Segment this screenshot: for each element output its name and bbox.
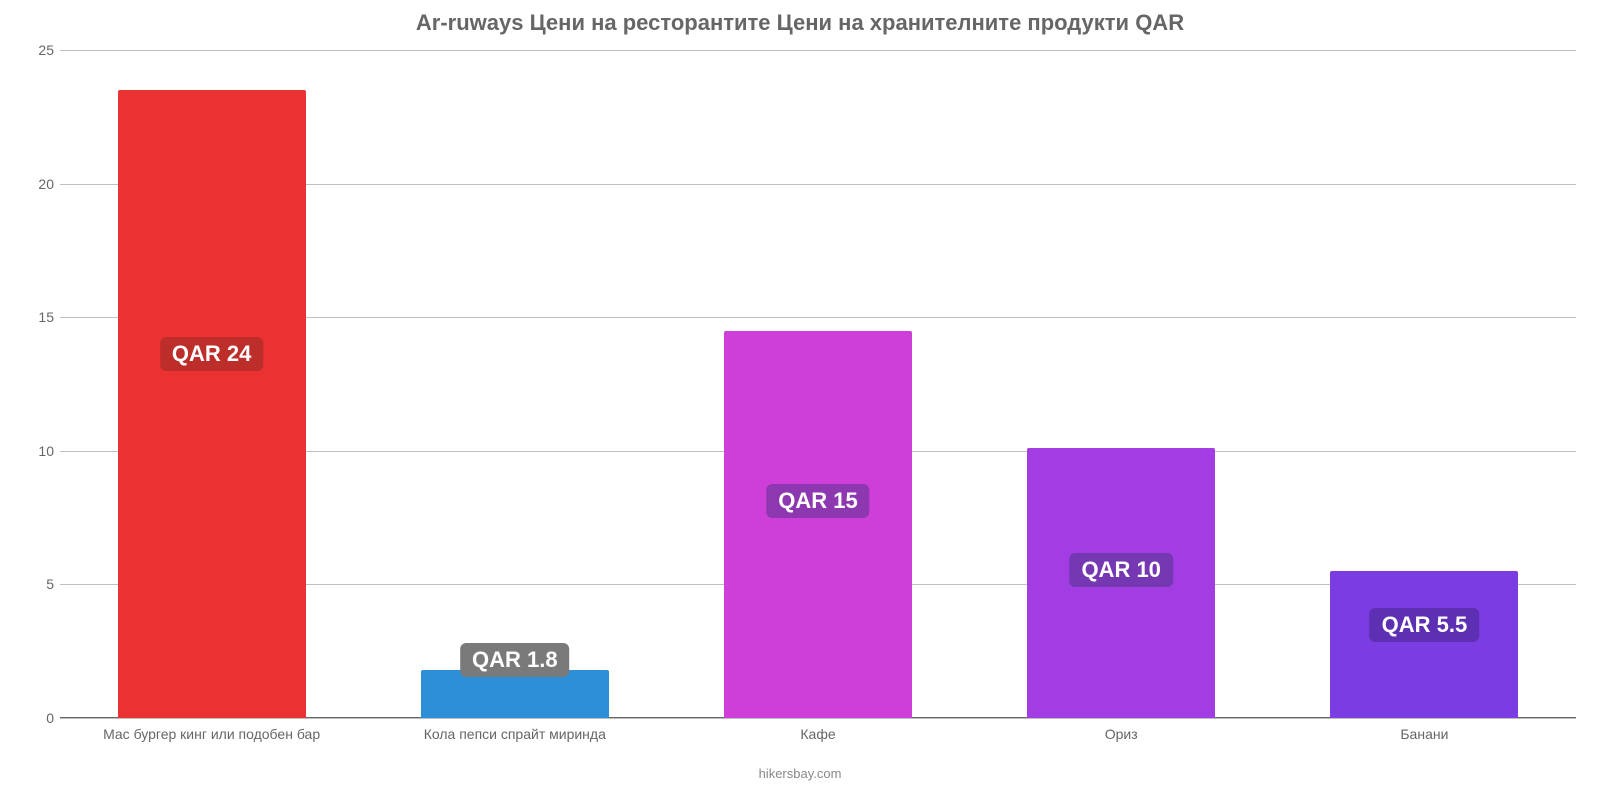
ytick-label: 0 [20,710,54,726]
ytick-label: 5 [20,576,54,592]
value-badge: QAR 5.5 [1370,608,1480,642]
ytick-label: 10 [20,443,54,459]
gridline [60,718,1576,719]
bar-2 [724,331,912,718]
xtick-label: Ориз [1105,726,1138,742]
ytick-label: 15 [20,309,54,325]
gridline [60,50,1576,51]
bar-4 [1330,571,1518,718]
chart-footer: hikersbay.com [0,766,1600,781]
chart-title: Ar-ruways Цени на ресторантите Цени на х… [0,10,1600,36]
value-badge: QAR 24 [160,337,263,371]
price-bar-chart: Ar-ruways Цени на ресторантите Цени на х… [0,0,1600,800]
bar-1 [421,670,609,718]
bar-0 [118,90,306,718]
plot-area: 0510152025Мас бургер кинг или подобен ба… [60,50,1576,718]
value-badge: QAR 1.8 [460,643,570,677]
xtick-label: Кафе [800,726,835,742]
ytick-label: 25 [20,42,54,58]
ytick-label: 20 [20,176,54,192]
xtick-label: Мас бургер кинг или подобен бар [103,726,320,742]
xtick-label: Кола пепси спрайт миринда [424,726,606,742]
value-badge: QAR 15 [766,484,869,518]
xtick-label: Банани [1400,726,1448,742]
value-badge: QAR 10 [1069,553,1172,587]
